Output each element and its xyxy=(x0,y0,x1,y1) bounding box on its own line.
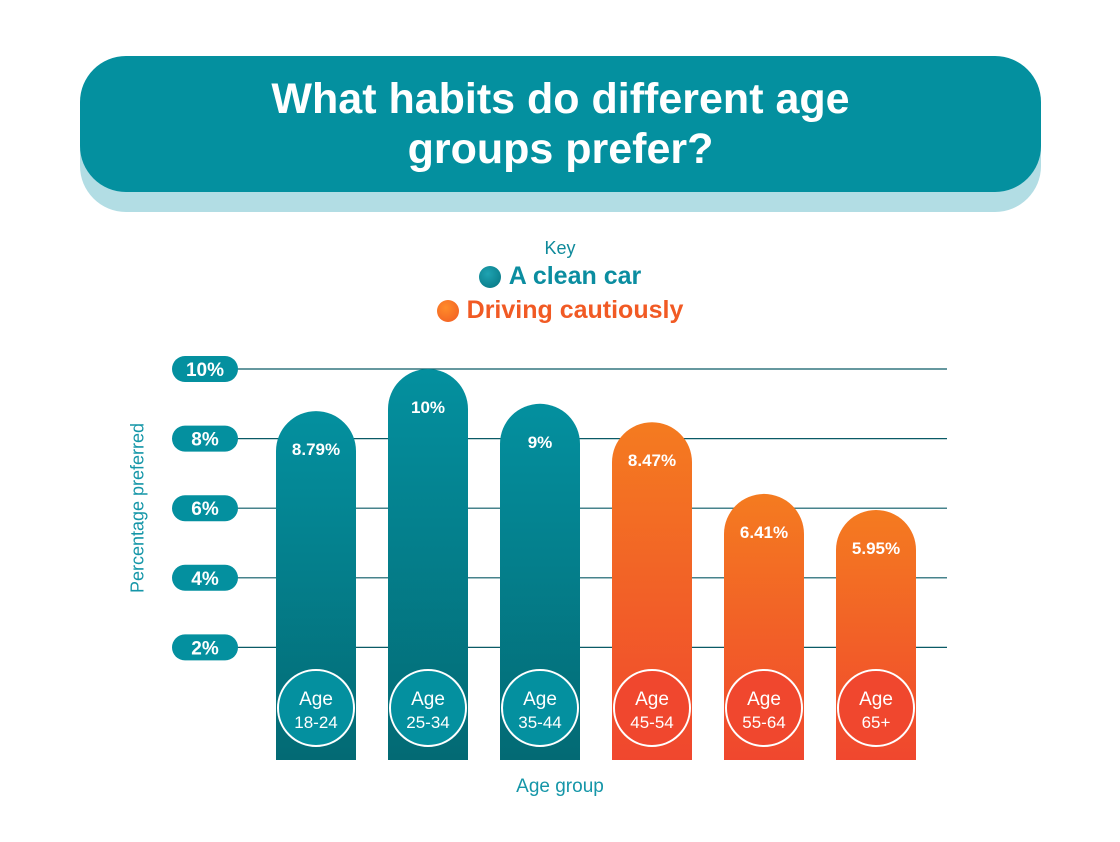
category-label-line1: Age xyxy=(299,689,333,710)
y-tick-label: 8% xyxy=(191,430,219,451)
bar-value-label: 8.79% xyxy=(292,440,340,459)
legend-title: Key xyxy=(544,238,576,258)
bar-value-label: 8.47% xyxy=(628,451,676,470)
bar-value-label: 10% xyxy=(411,398,445,417)
y-tick-label: 2% xyxy=(191,638,219,659)
y-axis-label: Percentage preferred xyxy=(127,422,148,594)
y-tick-pill xyxy=(172,634,238,661)
age-circle xyxy=(389,669,467,747)
legend-item-clean-car: A clean car xyxy=(0,262,1120,291)
orange-dot-icon xyxy=(436,299,459,322)
category-label-line2: 35-44 xyxy=(518,713,561,732)
y-tick-pill xyxy=(172,356,238,382)
bar-group: 9% Age 35-44 xyxy=(500,403,580,760)
category-label-line2: 45-54 xyxy=(630,713,673,732)
bar-value-label: 5.95% xyxy=(852,539,900,558)
category-label-line2: 55-64 xyxy=(742,713,785,732)
category-label-line2: 65+ xyxy=(862,713,891,732)
bar-group: 6.41% Age 55-64 xyxy=(724,493,804,760)
teal-dot-icon xyxy=(478,265,501,288)
chart-title: What habits do different age groups pref… xyxy=(271,75,850,173)
bar-group: 10% Age 25-34 xyxy=(388,369,468,760)
legend-item-driving-cautiously: Driving cautiously xyxy=(0,296,1120,325)
category-label-line1: Age xyxy=(635,689,669,710)
category-label-line2: 18-24 xyxy=(294,713,337,732)
legend-label-clean-car: A clean car xyxy=(508,262,642,290)
age-circle xyxy=(837,669,915,747)
y-tick-pill xyxy=(172,564,238,591)
age-circle xyxy=(277,669,355,747)
age-circle xyxy=(725,669,803,747)
y-tick-pill xyxy=(172,425,238,452)
bar-group: 5.95% Age 65+ xyxy=(836,509,916,760)
age-circle xyxy=(613,669,691,747)
category-label-line2: 25-34 xyxy=(406,713,449,732)
category-label-line1: Age xyxy=(747,689,781,710)
y-tick-label: 10% xyxy=(186,360,224,381)
y-tick-label: 4% xyxy=(191,569,219,590)
bar-group: 8.47% Age 45-54 xyxy=(612,422,692,760)
age-circle xyxy=(501,669,579,747)
y-tick-label: 6% xyxy=(191,499,219,520)
category-label-line1: Age xyxy=(859,689,893,710)
x-axis-label: Age group xyxy=(516,776,604,797)
bar-value-label: 9% xyxy=(528,433,553,452)
bar xyxy=(276,411,356,760)
y-tick-pill xyxy=(172,495,238,522)
bar xyxy=(388,369,468,760)
title-banner: What habits do different age groups pref… xyxy=(80,56,1041,192)
bar-value-label: 6.41% xyxy=(740,523,788,542)
bar-group: 8.79% Age 18-24 xyxy=(276,411,356,760)
legend-label-driving-cautiously: Driving cautiously xyxy=(466,296,684,324)
category-label-line1: Age xyxy=(411,689,445,710)
bar xyxy=(500,403,580,760)
category-label-line1: Age xyxy=(523,689,557,710)
